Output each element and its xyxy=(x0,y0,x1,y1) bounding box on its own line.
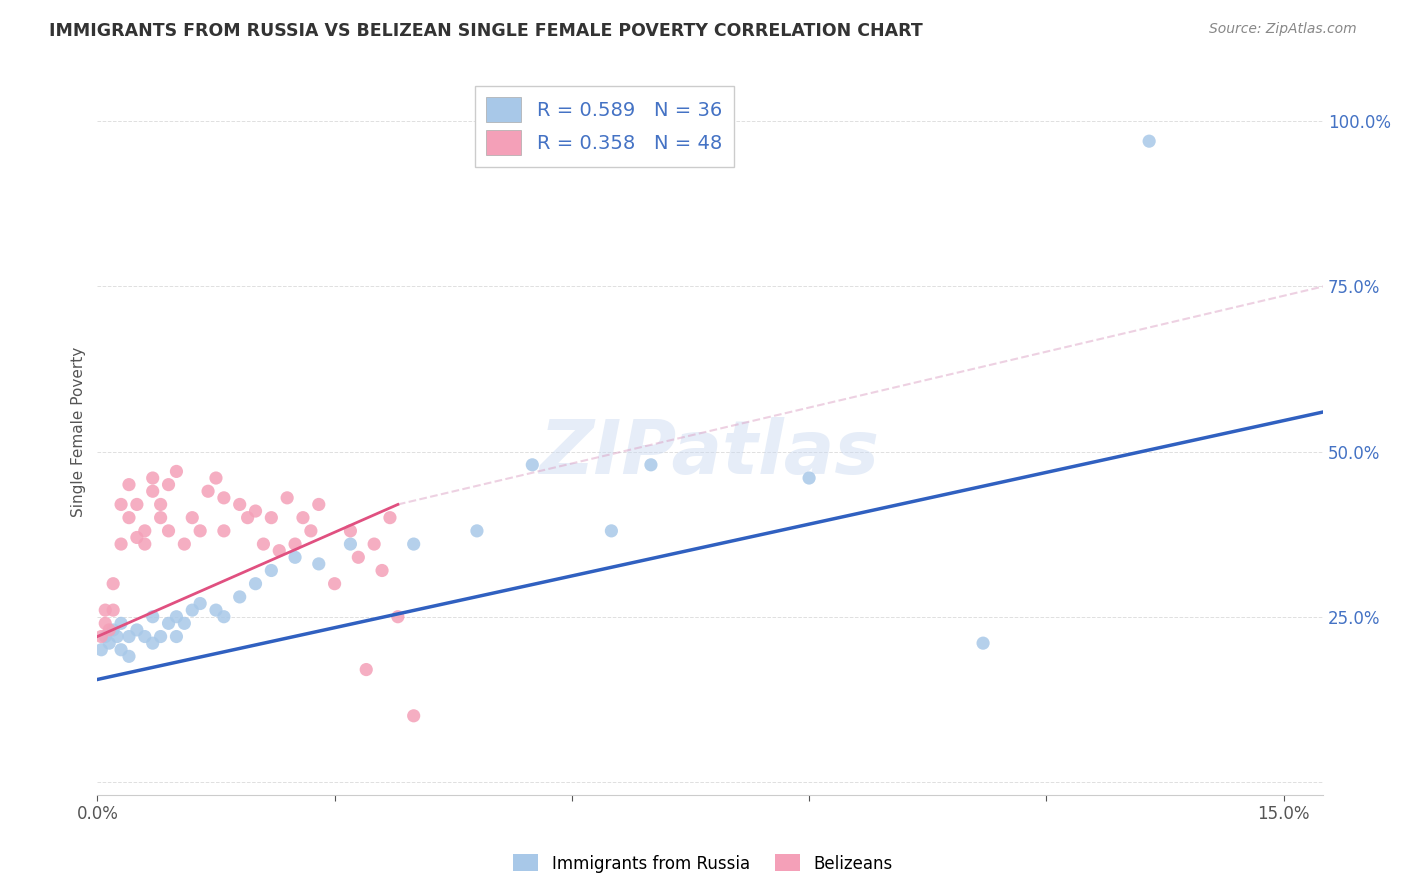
Point xyxy=(125,498,148,512)
Point xyxy=(205,603,228,617)
Point xyxy=(323,576,346,591)
Point xyxy=(157,616,180,631)
Point xyxy=(339,537,361,551)
Point xyxy=(94,630,117,644)
Point xyxy=(110,616,132,631)
Point xyxy=(212,524,235,538)
Point xyxy=(165,630,187,644)
Point xyxy=(157,477,180,491)
Point xyxy=(308,498,330,512)
Point xyxy=(205,471,228,485)
Point xyxy=(387,609,409,624)
Text: Source: ZipAtlas.com: Source: ZipAtlas.com xyxy=(1209,22,1357,37)
Legend: Immigrants from Russia, Belizeans: Immigrants from Russia, Belizeans xyxy=(506,847,900,880)
Point xyxy=(149,630,172,644)
Y-axis label: Single Female Poverty: Single Female Poverty xyxy=(72,347,86,517)
Point xyxy=(90,642,112,657)
Point xyxy=(284,537,307,551)
Point xyxy=(188,524,211,538)
Point xyxy=(228,590,250,604)
Point xyxy=(522,458,544,472)
Point xyxy=(972,636,994,650)
Point xyxy=(600,524,623,538)
Point xyxy=(347,550,370,565)
Point xyxy=(110,537,132,551)
Point xyxy=(212,609,235,624)
Point xyxy=(118,649,141,664)
Point xyxy=(269,543,291,558)
Point xyxy=(142,609,165,624)
Point xyxy=(378,510,401,524)
Point xyxy=(188,597,211,611)
Point xyxy=(640,458,662,472)
Point xyxy=(291,510,314,524)
Point xyxy=(299,524,322,538)
Point xyxy=(134,537,156,551)
Point xyxy=(157,524,180,538)
Text: ZIPatlas: ZIPatlas xyxy=(540,417,880,490)
Point xyxy=(284,550,307,565)
Point xyxy=(118,630,141,644)
Point xyxy=(236,510,259,524)
Point xyxy=(149,498,172,512)
Point xyxy=(134,524,156,538)
Point xyxy=(173,616,195,631)
Point xyxy=(90,630,112,644)
Point xyxy=(165,464,187,478)
Point xyxy=(134,630,156,644)
Point xyxy=(339,524,361,538)
Point xyxy=(402,537,425,551)
Point xyxy=(142,471,165,485)
Point xyxy=(181,603,204,617)
Point xyxy=(142,484,165,499)
Point xyxy=(260,510,283,524)
Point xyxy=(465,524,488,538)
Point xyxy=(1137,134,1160,148)
Point xyxy=(142,636,165,650)
Point xyxy=(94,603,117,617)
Point xyxy=(149,510,172,524)
Point xyxy=(101,576,124,591)
Point xyxy=(110,642,132,657)
Point xyxy=(276,491,298,505)
Point xyxy=(371,564,394,578)
Point xyxy=(118,510,141,524)
Point xyxy=(363,537,385,551)
Point xyxy=(228,498,250,512)
Point xyxy=(260,564,283,578)
Point xyxy=(118,477,141,491)
Point xyxy=(245,576,267,591)
Point xyxy=(125,531,148,545)
Point xyxy=(125,623,148,637)
Point xyxy=(98,636,121,650)
Point xyxy=(105,630,128,644)
Point xyxy=(354,663,377,677)
Point xyxy=(165,609,187,624)
Point xyxy=(797,471,820,485)
Point xyxy=(252,537,274,551)
Point xyxy=(110,498,132,512)
Point xyxy=(98,623,121,637)
Point xyxy=(173,537,195,551)
Point xyxy=(212,491,235,505)
Point xyxy=(101,623,124,637)
Legend: R = 0.589   N = 36, R = 0.358   N = 48: R = 0.589 N = 36, R = 0.358 N = 48 xyxy=(475,86,734,167)
Point xyxy=(181,510,204,524)
Point xyxy=(101,603,124,617)
Point xyxy=(402,708,425,723)
Point xyxy=(197,484,219,499)
Point xyxy=(308,557,330,571)
Point xyxy=(245,504,267,518)
Point xyxy=(94,616,117,631)
Text: IMMIGRANTS FROM RUSSIA VS BELIZEAN SINGLE FEMALE POVERTY CORRELATION CHART: IMMIGRANTS FROM RUSSIA VS BELIZEAN SINGL… xyxy=(49,22,922,40)
